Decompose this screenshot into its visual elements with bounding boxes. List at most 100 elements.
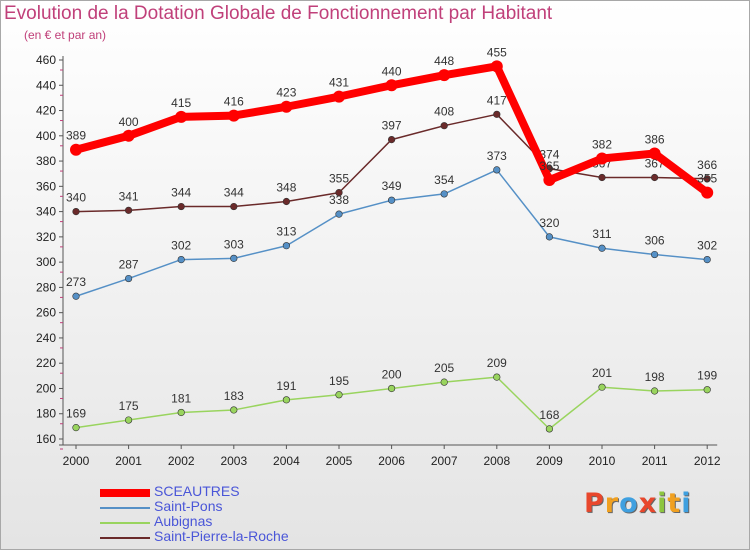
data-point xyxy=(125,416,133,424)
x-tick-label: 2002 xyxy=(168,454,195,468)
data-label: 448 xyxy=(434,54,454,68)
data-label: 198 xyxy=(645,370,665,384)
data-point xyxy=(280,100,293,113)
data-label: 340 xyxy=(66,191,86,205)
y-tick-label: 420 xyxy=(36,104,56,118)
data-label: 386 xyxy=(645,132,665,146)
y-tick-label: 320 xyxy=(36,230,56,244)
data-point xyxy=(440,190,448,198)
data-label: 348 xyxy=(276,180,296,194)
data-label: 201 xyxy=(592,366,612,380)
data-label: 341 xyxy=(119,189,139,203)
data-point xyxy=(72,208,80,216)
data-point xyxy=(335,210,343,218)
data-point xyxy=(70,143,82,156)
data-point xyxy=(493,166,501,174)
data-label: 389 xyxy=(66,129,86,143)
data-label: 169 xyxy=(66,407,86,421)
data-label: 349 xyxy=(382,179,402,193)
data-point xyxy=(598,383,606,391)
data-point xyxy=(703,175,711,183)
data-label: 417 xyxy=(487,93,507,107)
data-label: 320 xyxy=(539,216,559,230)
x-tick-label: 2010 xyxy=(589,454,616,468)
data-label: 181 xyxy=(171,391,191,405)
data-label: 440 xyxy=(382,64,402,78)
data-label: 354 xyxy=(434,173,454,187)
data-label: 355 xyxy=(329,172,349,186)
y-tick-label: 440 xyxy=(36,78,56,92)
data-point xyxy=(440,378,448,386)
proxiti-logo: Proxiti xyxy=(584,488,692,519)
data-label: 400 xyxy=(119,115,139,129)
legend-label: SCEAUTRES xyxy=(154,483,240,499)
data-label: 313 xyxy=(276,225,296,239)
x-tick-label: 2011 xyxy=(642,454,668,468)
data-label: 168 xyxy=(539,408,559,422)
data-point xyxy=(493,110,501,118)
data-label: 191 xyxy=(276,379,296,393)
series-aubignas: 169 175 181 183 191 195 200 205 209 168 201 198 199 xyxy=(66,356,718,433)
chart-title: Evolution de la Dotation Globale de Fonc… xyxy=(4,3,553,24)
x-tick-label: 2012 xyxy=(694,454,721,468)
data-point xyxy=(177,202,185,211)
data-label: 205 xyxy=(434,361,454,375)
data-label: 355 xyxy=(697,172,717,186)
y-tick-label: 220 xyxy=(36,356,56,370)
y-tick-label: 200 xyxy=(36,381,56,395)
series-sceautres: 389 400 415 416 423 431 440 448 455 365 382 386 355 xyxy=(66,45,718,199)
data-point xyxy=(650,387,659,395)
data-point xyxy=(545,233,554,241)
data-label: 431 xyxy=(329,76,349,90)
y-tick-label: 360 xyxy=(36,179,56,193)
x-tick-label: 2004 xyxy=(273,454,300,468)
x-tick-label: 2001 xyxy=(115,454,142,468)
legend-swatch xyxy=(100,522,150,524)
legend-swatch xyxy=(100,537,150,539)
data-label: 408 xyxy=(434,105,454,119)
data-point xyxy=(650,173,659,182)
data-label: 382 xyxy=(592,138,612,152)
x-tick-label: 2008 xyxy=(483,454,510,468)
chart-subtitle: (en € et par an) xyxy=(24,28,107,42)
data-label: 306 xyxy=(645,234,665,248)
data-label: 175 xyxy=(119,399,139,413)
data-point xyxy=(72,292,80,300)
y-tick-label: 180 xyxy=(36,407,56,421)
data-point xyxy=(333,90,345,103)
data-point xyxy=(648,147,661,160)
data-point xyxy=(596,152,608,165)
legend-label: Saint-Pons xyxy=(154,498,223,514)
data-label: 183 xyxy=(224,389,244,403)
data-label: 365 xyxy=(539,159,559,173)
data-label: 302 xyxy=(171,239,191,253)
x-tick-label: 2009 xyxy=(536,454,563,468)
data-label: 344 xyxy=(224,186,244,200)
data-point xyxy=(335,189,343,197)
data-point xyxy=(175,110,188,123)
data-label: 344 xyxy=(171,186,191,200)
data-label: 455 xyxy=(487,45,507,59)
data-point xyxy=(227,109,240,122)
data-label: 423 xyxy=(276,86,296,100)
y-tick-label: 300 xyxy=(36,255,56,269)
data-point xyxy=(493,373,501,381)
y-tick-label: 260 xyxy=(36,306,56,320)
data-label: 415 xyxy=(171,96,191,110)
data-label: 416 xyxy=(224,95,244,109)
x-tick-label: 2005 xyxy=(326,454,353,468)
data-point xyxy=(125,274,133,283)
data-point xyxy=(701,186,714,199)
x-tick-label: 2003 xyxy=(220,454,247,468)
data-point xyxy=(282,242,291,250)
data-point xyxy=(335,391,343,399)
data-label: 366 xyxy=(697,158,717,172)
data-label: 195 xyxy=(329,374,349,388)
data-point xyxy=(282,197,291,206)
data-point xyxy=(230,406,238,414)
data-label: 209 xyxy=(487,356,507,370)
data-point xyxy=(598,173,606,182)
y-tick-label: 460 xyxy=(36,53,56,67)
legend-label: Saint-Pierre-la-Roche xyxy=(154,528,289,544)
